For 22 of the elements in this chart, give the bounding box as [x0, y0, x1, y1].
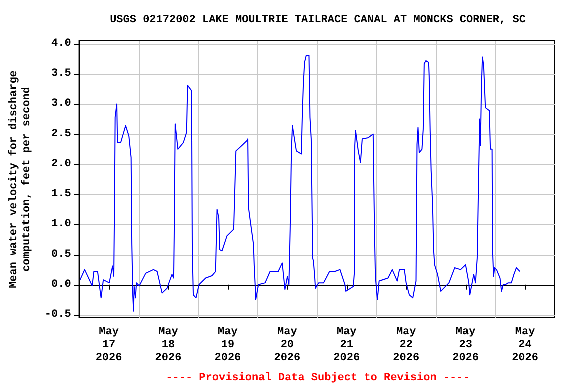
x-tick-label: May 18 2026	[155, 326, 182, 364]
y-tick-label: 0.5	[51, 248, 72, 261]
y-axis-title: Mean water velocity for discharge computation, feet per second	[8, 70, 34, 288]
chart-title: USGS 02172002 LAKE MOULTRIE TAILRACE CANAL AT MONCKS CORNER, SC	[110, 14, 526, 26]
y-tick-label: 2.5	[51, 128, 72, 140]
y-tick-label: -0.5	[44, 308, 72, 321]
x-tick-label: May 24 2026	[512, 326, 538, 364]
y-tick-label: 4.0	[51, 38, 72, 50]
x-tick-label: May 22 2026	[393, 326, 420, 364]
y-tick-label: 3.5	[51, 68, 72, 80]
line-series	[80, 54, 521, 312]
x-tick-label: May 17 2026	[96, 326, 122, 364]
y-tick-label: 0.0	[51, 278, 72, 291]
y-tick-label: 2.0	[51, 158, 72, 170]
y-tick-label: 1.0	[51, 218, 72, 231]
x-tick-label: May 19 2026	[214, 326, 242, 364]
x-tick-label: May 20 2026	[274, 326, 301, 364]
text: ---- Provisional Data Subject to Revision ----	[166, 372, 470, 384]
x-tick-label: May 21 2026	[334, 326, 360, 364]
x-tick-label: May 23 2026	[452, 326, 480, 364]
y-tick-label: 3.0	[51, 98, 72, 110]
y-tick-label: 1.5	[51, 188, 72, 201]
